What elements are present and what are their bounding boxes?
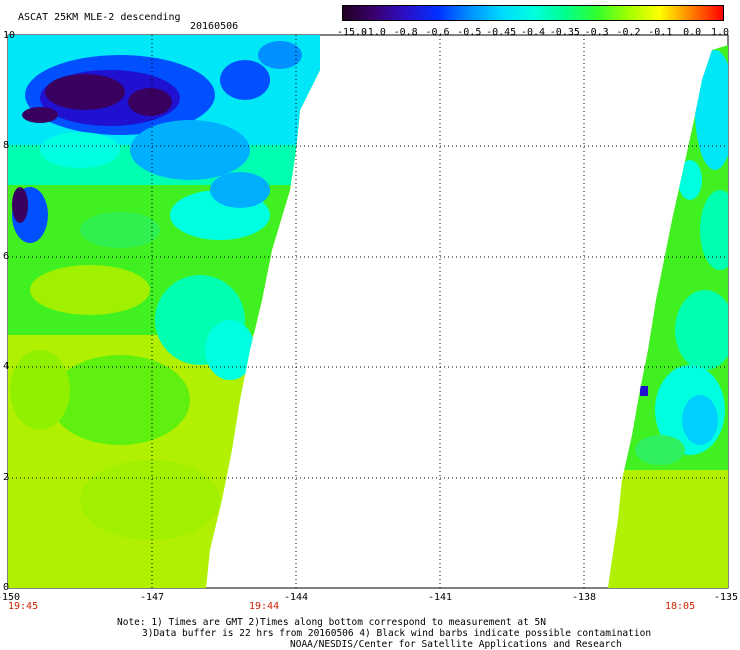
colorbar-label: -15.0 bbox=[336, 27, 368, 38]
map-date: 20160506 bbox=[190, 21, 239, 32]
colorbar-label: -0.6 bbox=[425, 27, 450, 38]
colorbar-label: -0.2 bbox=[616, 27, 641, 38]
map-title: ASCAT 25KM MLE-2 descending bbox=[18, 12, 181, 23]
x-tick-150: -150 bbox=[0, 592, 21, 603]
time-label-left: 19:45 bbox=[8, 601, 39, 612]
y-tick-6: 6 bbox=[3, 251, 10, 262]
y-tick-10: 10 bbox=[3, 30, 16, 41]
colorbar-label: -0.8 bbox=[393, 27, 418, 38]
colorbar-label: -0.4 bbox=[520, 27, 546, 38]
note-line-3: NOAA/NESDIS/Center for Satellite Applica… bbox=[290, 639, 622, 650]
x-tick-135: -135 bbox=[714, 592, 739, 603]
colorbar-label: -0.45 bbox=[486, 27, 517, 38]
colorbar-label: -0.35 bbox=[549, 27, 580, 38]
colorbar-label: 0.0 bbox=[683, 27, 702, 38]
colorbar-label: -0.5 bbox=[457, 27, 482, 38]
x-tick-147: -147 bbox=[140, 592, 165, 603]
colorbar-label: 1.0 bbox=[710, 27, 730, 38]
note-line-1: Note: 1) Times are GMT 2)Times along bot… bbox=[117, 617, 546, 628]
colorbar-label: -1.0 bbox=[361, 27, 386, 38]
x-tick-138: -138 bbox=[572, 592, 597, 603]
time-label-middle: 19:44 bbox=[249, 601, 280, 612]
y-tick-0: 0 bbox=[3, 582, 10, 593]
grid-lines bbox=[8, 35, 728, 588]
time-label-right: 18:05 bbox=[665, 601, 696, 612]
y-tick-4: 4 bbox=[3, 361, 10, 372]
colorbar-label: -0.3 bbox=[584, 27, 609, 38]
right-swath bbox=[608, 45, 728, 588]
colorbar-label: -0.1 bbox=[648, 27, 673, 38]
note-line-2: 3)Data buffer is 22 hrs from 20160506 4)… bbox=[142, 628, 652, 639]
y-tick-2: 2 bbox=[3, 472, 10, 483]
colorbar bbox=[342, 5, 724, 21]
y-tick-8: 8 bbox=[3, 140, 10, 151]
x-tick-144: -144 bbox=[284, 592, 309, 603]
x-tick-141: -141 bbox=[428, 592, 453, 603]
